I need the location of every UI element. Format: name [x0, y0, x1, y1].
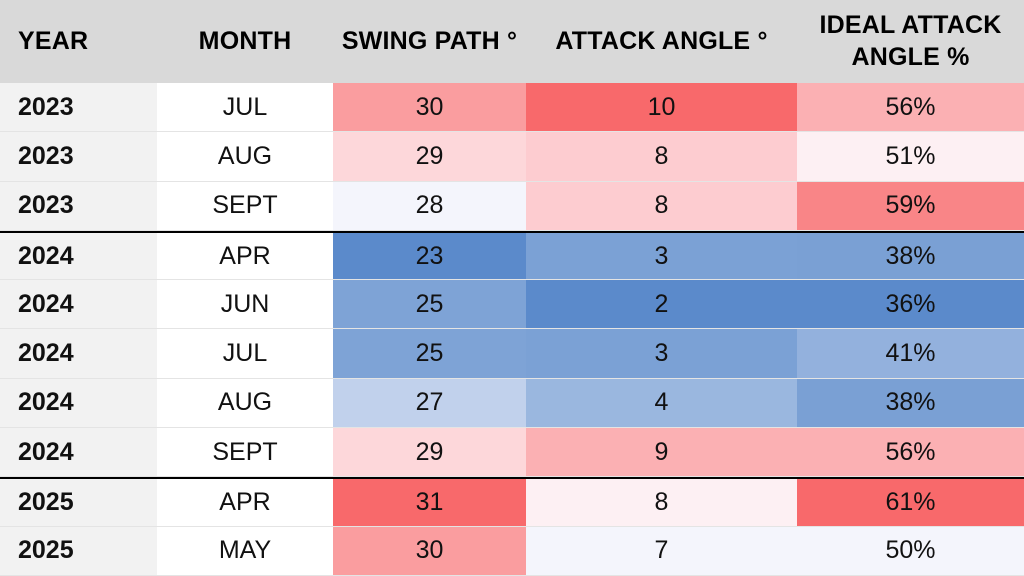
cell-year: 2024	[0, 329, 157, 379]
cell-swing-path: 30	[333, 526, 526, 576]
cell-ideal-attack-angle: 36%	[797, 280, 1024, 330]
cell-ideal-attack-angle: 41%	[797, 329, 1024, 379]
cell-swing-path: 27	[333, 378, 526, 429]
cell-ideal-attack-angle: 50%	[797, 526, 1024, 576]
cell-swing-path: 23	[333, 230, 526, 281]
cell-attack-angle: 8	[526, 477, 797, 527]
cell-year: 2023	[0, 83, 157, 133]
cell-attack-angle: 7	[526, 526, 797, 576]
cell-attack-angle: 2	[526, 280, 797, 330]
cell-ideal-attack-angle: 56%	[797, 428, 1024, 478]
cell-swing-path: 30	[333, 83, 526, 133]
cell-ideal-attack-angle: 38%	[797, 378, 1024, 429]
cell-swing-path: 25	[333, 280, 526, 330]
header-year: YEAR	[0, 0, 157, 83]
cell-attack-angle: 9	[526, 428, 797, 478]
cell-year: 2025	[0, 477, 157, 527]
header-swing-path: SWING PATH °	[333, 0, 526, 83]
header-ideal-attack-angle: IDEAL ATTACK ANGLE %	[797, 0, 1024, 83]
cell-swing-path: 31	[333, 477, 526, 527]
cell-year: 2024	[0, 280, 157, 330]
cell-swing-path: 25	[333, 329, 526, 379]
cell-swing-path: 29	[333, 428, 526, 478]
cell-swing-path: 29	[333, 132, 526, 182]
cell-month: APR	[157, 230, 333, 281]
cell-month: AUG	[157, 378, 333, 429]
cell-month: MAY	[157, 526, 333, 576]
cell-attack-angle: 8	[526, 181, 797, 231]
cell-ideal-attack-angle: 56%	[797, 83, 1024, 133]
cell-year: 2023	[0, 132, 157, 182]
cell-month: APR	[157, 477, 333, 527]
cell-ideal-attack-angle: 38%	[797, 230, 1024, 281]
cell-swing-path: 28	[333, 181, 526, 231]
cell-month: SEPT	[157, 428, 333, 478]
cell-attack-angle: 3	[526, 230, 797, 281]
cell-month: JUN	[157, 280, 333, 330]
cell-attack-angle: 4	[526, 378, 797, 429]
cell-ideal-attack-angle: 59%	[797, 181, 1024, 231]
cell-year: 2024	[0, 378, 157, 429]
cell-month: JUL	[157, 83, 333, 133]
cell-attack-angle: 3	[526, 329, 797, 379]
cell-attack-angle: 10	[526, 83, 797, 133]
cell-month: JUL	[157, 329, 333, 379]
cell-year: 2024	[0, 230, 157, 281]
cell-month: AUG	[157, 132, 333, 182]
header-month: MONTH	[157, 0, 333, 83]
cell-ideal-attack-angle: 61%	[797, 477, 1024, 527]
cell-ideal-attack-angle: 51%	[797, 132, 1024, 182]
cell-month: SEPT	[157, 181, 333, 231]
cell-year: 2023	[0, 181, 157, 231]
cell-attack-angle: 8	[526, 132, 797, 182]
header-attack-angle: ATTACK ANGLE °	[526, 0, 797, 83]
cell-year: 2025	[0, 526, 157, 576]
cell-year: 2024	[0, 428, 157, 478]
